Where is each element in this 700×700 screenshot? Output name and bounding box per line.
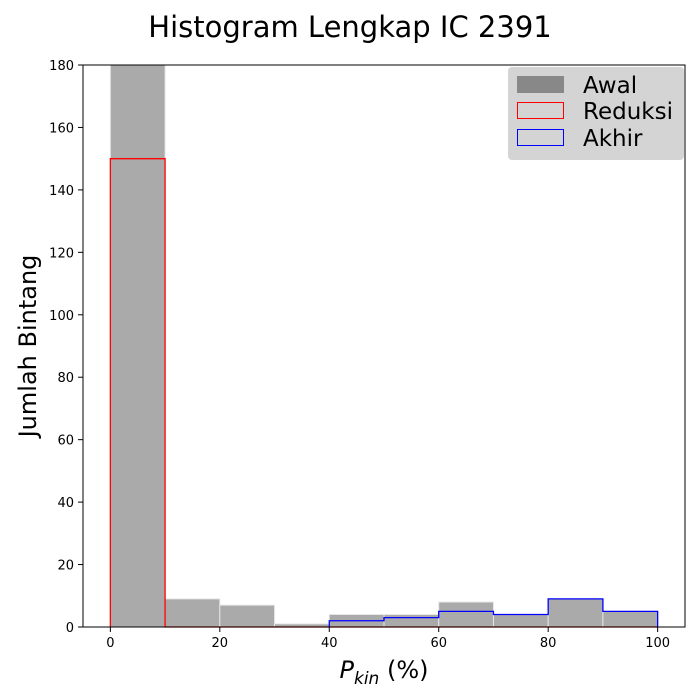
bar-awal [109,64,166,628]
legend-label-awal: Awal [583,73,637,99]
bar-awal [438,601,494,628]
bar-awal [602,610,659,628]
y-tick-label: 100 [49,309,74,324]
x-tick-label: 20 [212,636,229,651]
step-series [109,158,659,628]
bar-awal [164,598,221,628]
x-axis-label-sub: kin [354,669,379,689]
legend-swatch-reduksi [517,102,564,119]
legend-swatch-akhir [517,129,564,146]
axes-frame [82,64,686,628]
x-axis: 0 20 40 60 80 100 [106,627,670,651]
y-tick-label: 60 [57,434,74,449]
y-axis-label: Jumlah Bintang [14,255,42,440]
y-tick-label: 180 [49,59,74,74]
bar-awal [492,614,549,628]
y-tick-label: 80 [57,371,74,386]
legend-swatch-awal [517,76,564,93]
bar-awal [219,604,276,628]
y-tick-label: 20 [57,559,74,574]
y-tick-label: 40 [57,496,74,511]
y-tick-label: 120 [49,246,74,261]
legend-label-akhir: Akhir [583,126,643,152]
legend-label-reduksi: Reduksi [583,99,673,125]
x-tick-label: 0 [106,636,114,651]
bar-awal [383,614,440,628]
x-axis-label-main: P [340,656,355,684]
y-axis: 0 20 40 60 80 100 120 140 160 180 [49,59,83,636]
x-axis-label: Pkin (%) [340,656,429,689]
chart-title: Histogram Lengkap IC 2391 [148,10,551,44]
x-tick-label: 60 [430,636,447,651]
x-tick-label: 40 [321,636,338,651]
x-axis-label-tail: (%) [379,656,428,684]
y-tick-label: 140 [49,184,74,199]
x-tick-label: 80 [540,636,557,651]
bar-awal [547,598,604,628]
step-akhir [328,598,659,627]
y-tick-label: 160 [49,121,74,136]
x-tick-label: 100 [645,636,670,651]
y-tick-label: 0 [66,621,74,636]
step-reduksi [109,158,658,628]
legend: Awal Reduksi Akhir [508,67,684,160]
